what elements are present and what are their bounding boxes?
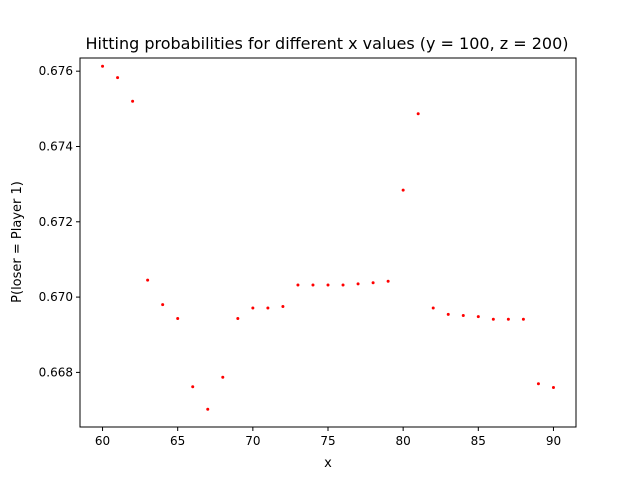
data-point bbox=[296, 283, 300, 287]
data-point bbox=[416, 112, 420, 116]
data-point bbox=[176, 317, 180, 321]
data-point bbox=[116, 76, 120, 80]
data-point bbox=[221, 375, 225, 379]
y-tick-label: 0.668 bbox=[39, 365, 73, 379]
x-tick-label: 80 bbox=[396, 434, 411, 448]
data-point bbox=[206, 407, 210, 411]
data-point bbox=[341, 283, 345, 287]
data-point bbox=[131, 99, 135, 103]
plot-area: 60 65 70 75 80 85 90 0.668 0.670 0.672 0.674 0.676 bbox=[39, 57, 577, 448]
data-point bbox=[536, 382, 540, 386]
data-point bbox=[311, 283, 315, 287]
y-tick-label: 0.674 bbox=[39, 139, 73, 153]
data-point bbox=[431, 306, 435, 310]
data-point bbox=[551, 385, 555, 389]
data-point bbox=[251, 306, 255, 310]
data-point bbox=[401, 188, 405, 192]
data-point bbox=[191, 385, 195, 389]
x-axis-label: x bbox=[324, 456, 332, 471]
data-point bbox=[521, 317, 525, 321]
data-point bbox=[356, 282, 360, 286]
y-tick-label: 0.672 bbox=[39, 215, 73, 229]
data-point bbox=[461, 314, 465, 318]
data-point bbox=[326, 283, 330, 287]
data-point bbox=[386, 279, 390, 283]
chart-title: Hitting probabilities for different x va… bbox=[85, 34, 568, 53]
x-tick-label: 85 bbox=[471, 434, 486, 448]
data-point bbox=[146, 278, 150, 282]
data-point bbox=[476, 315, 480, 319]
x-tick-label: 75 bbox=[320, 434, 335, 448]
data-point bbox=[236, 317, 240, 321]
x-tick-label: 60 bbox=[95, 434, 110, 448]
data-point bbox=[491, 317, 495, 321]
x-axis-ticks: 60 65 70 75 80 85 90 bbox=[95, 427, 561, 448]
data-point bbox=[371, 281, 375, 285]
x-tick-label: 90 bbox=[546, 434, 561, 448]
y-tick-label: 0.676 bbox=[39, 64, 73, 78]
data-point bbox=[506, 317, 510, 321]
y-axis-ticks: 0.668 0.670 0.672 0.674 0.676 bbox=[39, 64, 80, 379]
data-points bbox=[101, 64, 555, 411]
y-axis-label: P(loser = Player 1) bbox=[10, 181, 25, 303]
x-tick-label: 70 bbox=[245, 434, 260, 448]
x-tick-label: 65 bbox=[170, 434, 185, 448]
data-point bbox=[101, 64, 105, 68]
data-point bbox=[281, 305, 285, 309]
axes-frame bbox=[79, 57, 577, 428]
data-point bbox=[446, 312, 450, 316]
y-tick-label: 0.670 bbox=[39, 290, 73, 304]
data-point bbox=[266, 306, 270, 310]
data-point bbox=[161, 303, 165, 307]
